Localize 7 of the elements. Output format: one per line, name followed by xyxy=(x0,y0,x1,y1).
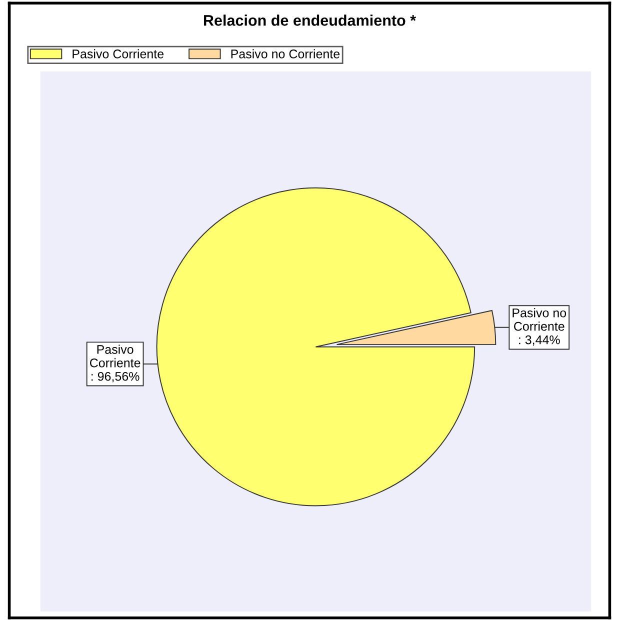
legend-label: Pasivo Corriente xyxy=(72,49,164,58)
chart-title: Relacion de endeudamiento * xyxy=(204,14,416,26)
legend-label: Pasivo no Corriente xyxy=(231,49,340,58)
data-label: : 3,44% xyxy=(519,335,560,346)
slice-label: Pasivo no Corriente xyxy=(512,308,566,331)
data-label: : 96,56% xyxy=(92,372,140,382)
slice-label: Pasivo Corriente xyxy=(90,344,140,368)
